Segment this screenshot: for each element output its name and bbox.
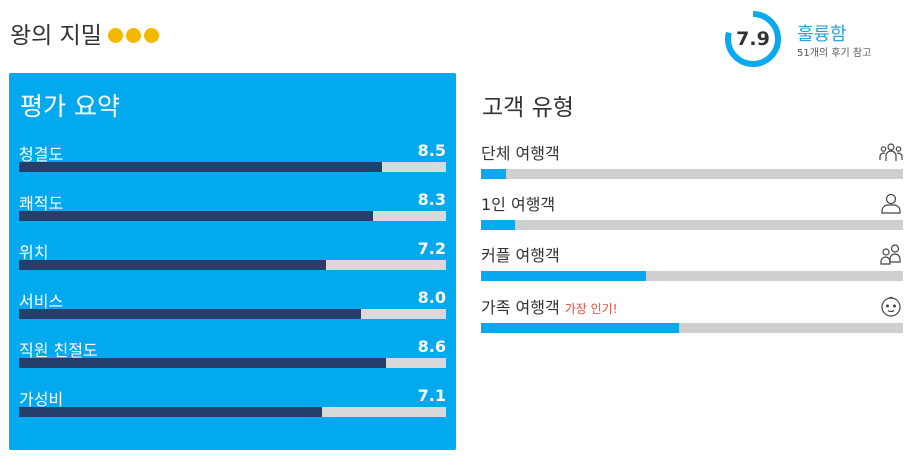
review-count: 51개의 후기 참고	[797, 48, 872, 59]
rating-value: 8.6	[417, 337, 446, 356]
traveler-type-label: 단체 여행객	[481, 144, 560, 163]
rating-bar-fill	[19, 211, 374, 221]
rating-row-service: 서비스 8.0	[19, 288, 446, 328]
traveler-bar-fill	[481, 169, 507, 179]
traveler-bar-fill	[481, 220, 515, 230]
rating-value: 8.3	[417, 190, 446, 209]
traveler-bar-track	[481, 323, 903, 333]
rating-value: 8.0	[417, 288, 446, 307]
rating-row-staff: 직원 친절도 8.6	[19, 337, 446, 377]
rating-bar-fill	[19, 358, 387, 368]
rating-label: 쾌적도	[19, 194, 64, 213]
most-popular-badge: 가장 인기!	[564, 302, 618, 316]
rating-label: 위치	[19, 243, 49, 262]
rating-label: 직원 친절도	[19, 341, 98, 360]
score-ring-graphic	[725, 11, 781, 67]
traveler-type-solo: 1인 여행객	[481, 191, 903, 237]
traveler-bar-track	[481, 169, 903, 179]
rating-bar-fill	[19, 309, 361, 319]
rating-summary-panel: 평가 요약 청결도 8.5 쾌적도 8.3 위치 7.2 서비스 8.0 직원 …	[9, 73, 456, 450]
rating-bar-track	[19, 162, 446, 172]
hotel-name: 왕의 지밀	[10, 23, 102, 49]
rating-bar-fill	[19, 407, 323, 417]
traveler-type-group: 단체 여행객	[481, 140, 903, 186]
rating-bar-track	[19, 407, 446, 417]
baby-face-icon	[881, 296, 901, 317]
rating-bar-fill	[19, 162, 382, 172]
traveler-type-label: 커플 여행객	[481, 246, 560, 265]
rating-value: 7.1	[417, 386, 446, 405]
solo-person-icon	[881, 193, 901, 214]
star-icon	[125, 27, 141, 43]
star-icon	[143, 27, 159, 43]
star-icon	[107, 27, 123, 43]
star-rating	[107, 27, 162, 43]
traveler-bar-fill	[481, 323, 680, 333]
score-word: 훌륭함	[797, 24, 847, 45]
rating-label: 서비스	[19, 292, 64, 311]
rating-bar-fill	[19, 260, 327, 270]
traveler-type-label: 가족 여행객 가장 인기!	[481, 298, 618, 317]
rating-bar-track	[19, 260, 446, 270]
rating-label: 청결도	[19, 145, 64, 164]
traveler-bar-track	[481, 220, 903, 230]
group-icon	[879, 143, 903, 161]
couple-icon	[880, 244, 901, 265]
traveler-types-title: 고객 유형	[482, 95, 574, 121]
rating-row-value: 가성비 7.1	[19, 386, 446, 426]
traveler-type-label: 1인 여행객	[481, 195, 556, 214]
rating-bar-track	[19, 211, 446, 221]
score-value: 7.9	[736, 28, 770, 50]
rating-row-comfort: 쾌적도 8.3	[19, 190, 446, 230]
rating-summary-title: 평가 요약	[20, 92, 120, 121]
traveler-type-family: 가족 여행객 가장 인기!	[481, 294, 903, 340]
rating-value: 7.2	[417, 239, 446, 258]
traveler-type-couple: 커플 여행객	[481, 242, 903, 288]
rating-bar-track	[19, 358, 446, 368]
hotel-title: 왕의 지밀	[10, 16, 162, 50]
score-ring: 7.9	[724, 10, 782, 68]
traveler-bar-fill	[481, 271, 646, 281]
traveler-bar-track	[481, 271, 903, 281]
rating-label: 가성비	[19, 390, 64, 409]
rating-bar-track	[19, 309, 446, 319]
rating-row-cleanliness: 청결도 8.5	[19, 141, 446, 181]
rating-row-location: 위치 7.2	[19, 239, 446, 279]
rating-value: 8.5	[417, 141, 446, 160]
